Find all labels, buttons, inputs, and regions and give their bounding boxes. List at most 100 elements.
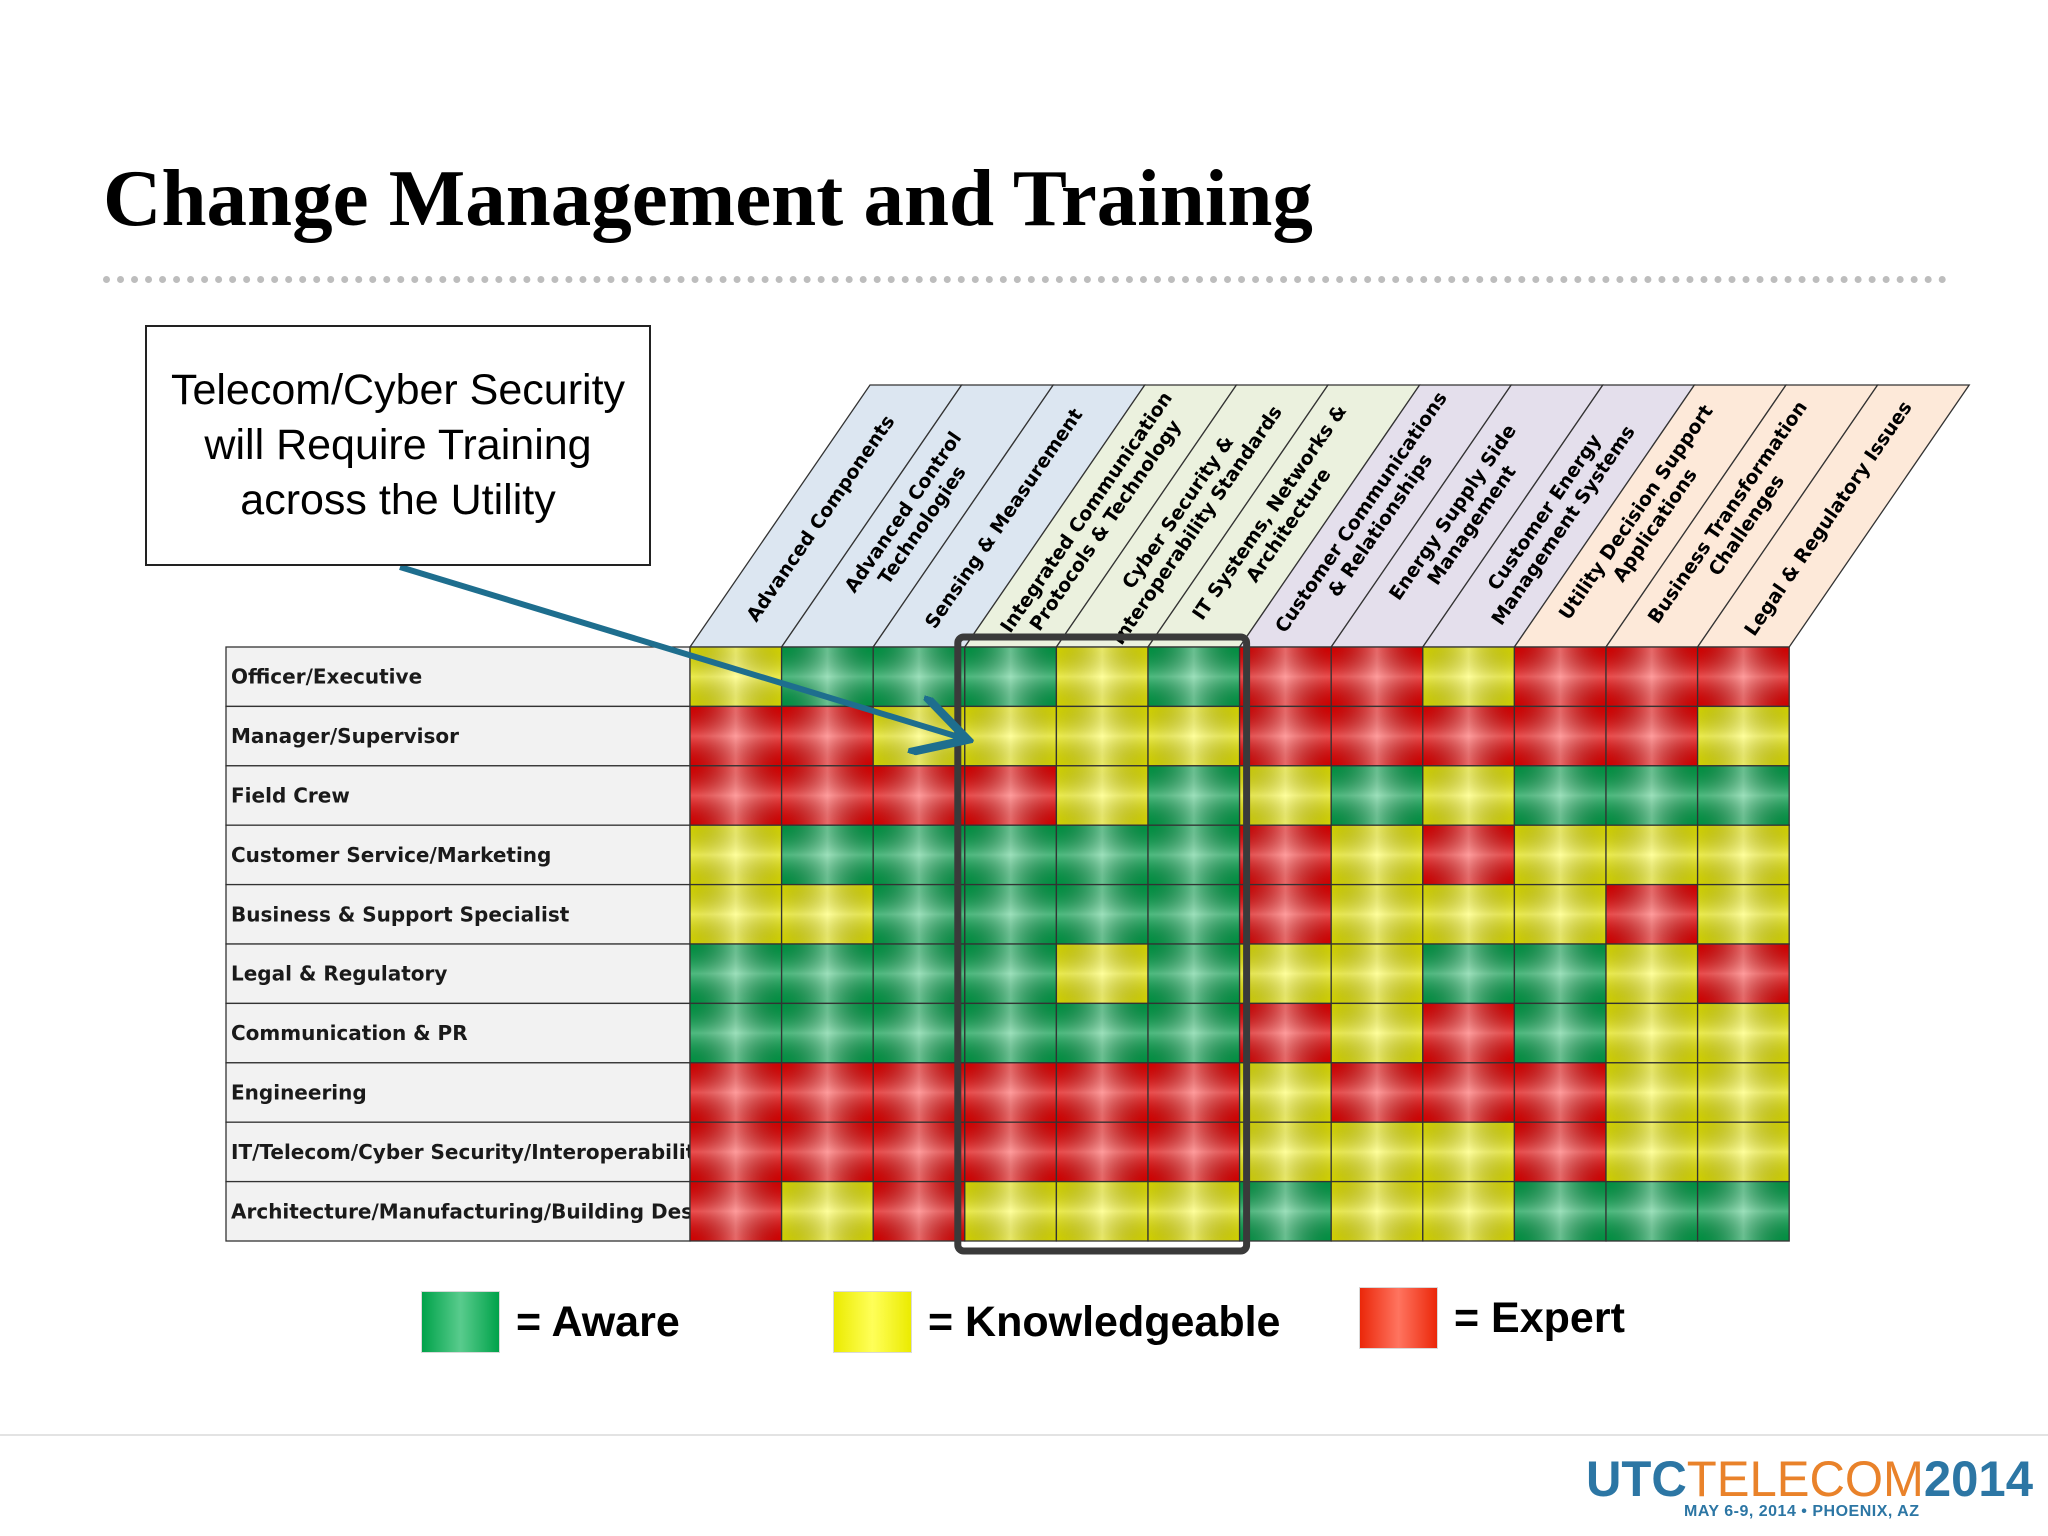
legend-expert-swatch — [1359, 1287, 1438, 1349]
matrix-cell — [1605, 1121, 1699, 1183]
matrix-cell — [780, 1121, 874, 1183]
row-label-bg — [225, 824, 691, 886]
matrix-cell — [1238, 883, 1332, 945]
matrix-cell — [1696, 1062, 1790, 1123]
matrix-cell — [689, 1121, 783, 1183]
row-label-bg — [225, 1121, 691, 1183]
matrix-cell — [1422, 943, 1516, 1005]
matrix-cell — [1696, 824, 1790, 886]
row-label-bg — [225, 1180, 691, 1242]
matrix-cell — [1513, 883, 1607, 945]
row-label: Manager/Supervisor — [231, 724, 459, 748]
legend-aware: = Aware — [421, 1290, 680, 1354]
matrix-cell — [964, 1121, 1058, 1183]
matrix-cell — [872, 824, 966, 886]
row-label: Field Crew — [231, 784, 350, 808]
matrix-cell — [1696, 943, 1790, 1005]
utc-telecom-logo: UTCTELECOM2014 — [1586, 1451, 2033, 1507]
matrix-cell — [780, 1062, 874, 1123]
matrix-cell — [780, 824, 874, 886]
matrix-cell — [1605, 943, 1699, 1005]
matrix-cell — [689, 1002, 783, 1064]
matrix-cell — [1147, 824, 1241, 886]
matrix-cell — [1238, 1002, 1332, 1064]
matrix-cell — [1330, 705, 1424, 767]
matrix-cell — [1696, 646, 1790, 708]
callout-box: Telecom/Cyber Security will Require Trai… — [145, 325, 651, 566]
matrix-cell — [1238, 1180, 1332, 1242]
legend-knowledgeable: = Knowledgeable — [833, 1290, 1280, 1354]
row-label: Customer Service/Marketing — [231, 843, 551, 867]
matrix-cell — [1055, 646, 1149, 708]
matrix-cell — [964, 1002, 1058, 1064]
matrix-cell — [964, 765, 1058, 826]
row-label-bg — [225, 646, 691, 708]
matrix-cell — [1238, 765, 1332, 826]
row-label: Legal & Regulatory — [231, 962, 447, 986]
matrix-cell — [1513, 1002, 1607, 1064]
matrix-cell — [1696, 1002, 1790, 1064]
matrix-cell — [780, 705, 874, 767]
matrix-cell — [1422, 1180, 1516, 1242]
matrix-cell — [1513, 1062, 1607, 1123]
matrix-cell — [689, 765, 783, 826]
matrix-cell — [1055, 943, 1149, 1005]
matrix-cell — [1513, 1121, 1607, 1183]
logo-telecom: TELECOM — [1687, 1451, 1924, 1507]
matrix-cell — [1513, 705, 1607, 767]
matrix-cell — [1422, 646, 1516, 708]
matrix-cell — [1330, 646, 1424, 708]
matrix-cell — [1330, 943, 1424, 1005]
matrix-cell — [1605, 1062, 1699, 1123]
row-label: Architecture/Manufacturing/Building Desi… — [231, 1199, 728, 1223]
matrix-cell — [1696, 705, 1790, 767]
legend-aware-label: = Aware — [516, 1297, 680, 1346]
row-labels: Officer/Executive Manager/Supervisor Field… — [225, 646, 728, 1242]
matrix-cell — [780, 943, 874, 1005]
row-label-bg — [225, 943, 691, 1005]
legend-expert-label: = Expert — [1454, 1293, 1625, 1342]
matrix-cell — [1422, 705, 1516, 767]
matrix-cell — [1696, 1180, 1790, 1242]
matrix-cell — [1055, 765, 1149, 826]
matrix-cell — [964, 824, 1058, 886]
matrix-cell — [1605, 646, 1699, 708]
matrix-cell — [1605, 883, 1699, 945]
matrix-cell — [1055, 1002, 1149, 1064]
event-date-location: MAY 6-9, 2014 • PHOENIX, AZ — [1684, 1503, 1920, 1520]
matrix-cell — [964, 646, 1058, 708]
matrix-cell — [1055, 705, 1149, 767]
matrix-cell — [1238, 1121, 1332, 1183]
matrix-cell — [1696, 883, 1790, 945]
matrix-cell — [1330, 765, 1424, 826]
logo-utc: UTC — [1586, 1451, 1687, 1507]
matrix-cell — [1147, 705, 1241, 767]
matrix-cell — [1238, 943, 1332, 1005]
matrix-cell — [1055, 1180, 1149, 1242]
matrix-cell — [1330, 1002, 1424, 1064]
matrix-cell — [1055, 824, 1149, 886]
matrix-cell — [1147, 883, 1241, 945]
matrix-cells — [689, 646, 1790, 1242]
matrix-cell — [964, 1180, 1058, 1242]
matrix-cell — [964, 943, 1058, 1005]
matrix-cell — [1330, 1180, 1424, 1242]
matrix-cell — [780, 1180, 874, 1242]
matrix-cell — [689, 1180, 783, 1242]
matrix-cell — [964, 1062, 1058, 1123]
matrix-cell — [689, 1062, 783, 1123]
matrix-cell — [780, 1002, 874, 1064]
matrix-cell — [1055, 1121, 1149, 1183]
logo-year: 2014 — [1924, 1451, 2033, 1507]
matrix-cell — [1055, 883, 1149, 945]
matrix-cell — [1330, 1121, 1424, 1183]
matrix-cell — [872, 943, 966, 1005]
legend-aware-swatch — [421, 1291, 500, 1353]
matrix-cell — [1422, 1062, 1516, 1123]
matrix-cell — [1605, 765, 1699, 826]
matrix-cell — [1513, 943, 1607, 1005]
matrix-cell — [780, 765, 874, 826]
row-label: Engineering — [231, 1081, 367, 1105]
